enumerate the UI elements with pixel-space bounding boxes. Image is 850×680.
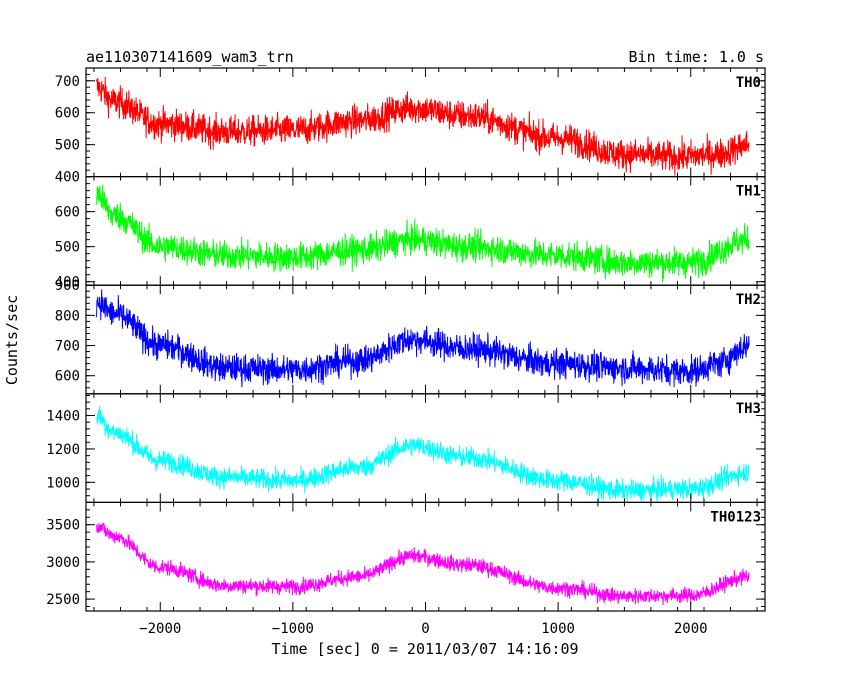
- x-tick-label: −2000: [139, 621, 181, 637]
- series-th0-line: [96, 76, 750, 176]
- y-tick-label: 600: [55, 106, 80, 122]
- y-tick-label: 3000: [46, 555, 80, 571]
- y-tick-label: 600: [55, 369, 80, 385]
- x-tick-label: 0: [421, 621, 429, 637]
- panels-group: 400 500 600 700 TH0 400 500 600 TH1 600 700 800 900 T…: [46, 67, 766, 612]
- panel-label-th0: TH0: [736, 75, 761, 91]
- y-tick-label: 700: [55, 74, 80, 90]
- x-tick-label: −1000: [272, 621, 314, 637]
- y-tick-label: 500: [55, 240, 80, 256]
- series-th1-line: [96, 184, 750, 283]
- y-tick-label: 900: [55, 278, 80, 294]
- y-tick-label: 400: [55, 275, 80, 291]
- y-tick-label: 400: [55, 170, 80, 186]
- y-tick-label: 700: [55, 339, 80, 355]
- y-tick-label: 1400: [46, 409, 80, 425]
- panel-th0123: 2500 3000 3500 TH0123: [46, 501, 766, 612]
- y-tick-label: 3500: [46, 518, 80, 534]
- panel-th1: 400 500 600 TH1: [55, 176, 766, 291]
- y-tick-label: 1000: [46, 475, 80, 491]
- chart-title: ae110307141609_wam3_trn: [86, 48, 294, 66]
- x-tick-label: 2000: [674, 621, 708, 637]
- series-th0123-line: [96, 522, 750, 606]
- x-axis-label: Time [sec] 0 = 2011/03/07 14:16:09: [271, 640, 578, 658]
- y-tick-label: 800: [55, 308, 80, 324]
- y-tick-label: 500: [55, 138, 80, 154]
- x-tick-label: 1000: [541, 621, 575, 637]
- series-th3-line: [96, 406, 750, 503]
- panel-label-th1: TH1: [736, 184, 761, 200]
- panel-th3: 1000 1200 1400 TH3: [46, 393, 766, 503]
- bin-time-label: Bin time: 1.0 s: [629, 48, 764, 66]
- panel-th0: 400 500 600 700 TH0: [55, 67, 766, 186]
- y-axis-label: Counts/sec: [3, 295, 21, 385]
- x-axis: −2000 −1000 0 1000 2000: [139, 621, 707, 637]
- y-tick-label: 2500: [46, 592, 80, 608]
- panel-th2: 600 700 800 900 TH2: [55, 278, 766, 395]
- panel-label-th0123: TH0123: [710, 509, 761, 525]
- panel-label-th2: TH2: [736, 292, 761, 308]
- series-th2-line: [96, 289, 750, 388]
- y-tick-label: 1200: [46, 442, 80, 458]
- y-tick-label: 600: [55, 205, 80, 221]
- panel-label-th3: TH3: [736, 401, 761, 417]
